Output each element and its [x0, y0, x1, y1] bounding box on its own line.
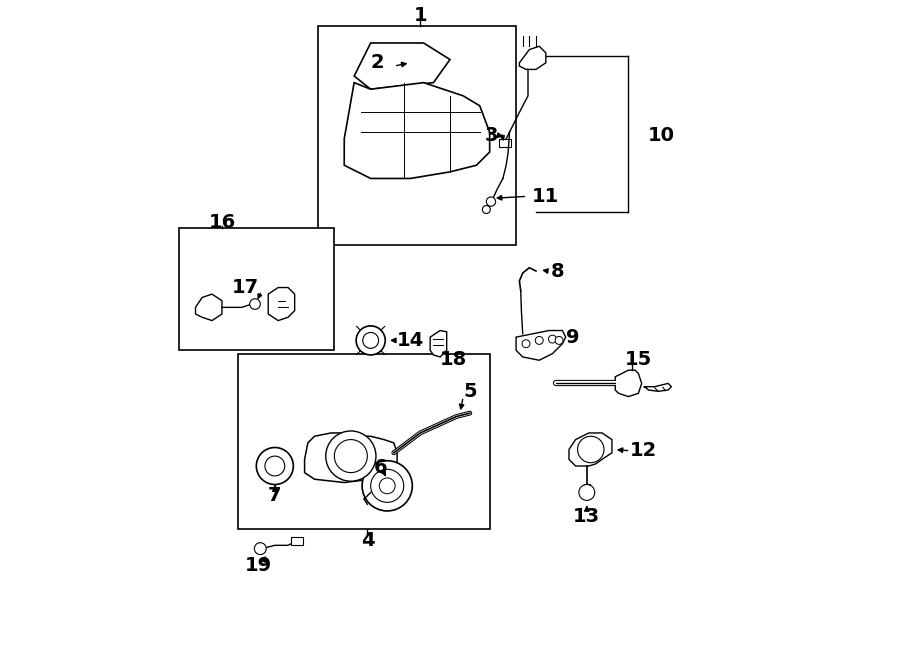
Text: 8: 8	[550, 262, 564, 280]
Text: 13: 13	[573, 508, 600, 526]
Bar	[238, 354, 490, 529]
Text: 16: 16	[208, 213, 236, 231]
Circle shape	[379, 478, 395, 494]
Circle shape	[326, 431, 376, 481]
Polygon shape	[195, 294, 222, 321]
Text: 12: 12	[630, 442, 657, 460]
Polygon shape	[569, 433, 612, 466]
Bar	[292, 537, 303, 545]
Circle shape	[256, 447, 293, 485]
Text: 7: 7	[268, 486, 282, 505]
Polygon shape	[430, 330, 446, 357]
Circle shape	[578, 436, 604, 463]
Circle shape	[522, 340, 530, 348]
Circle shape	[371, 469, 404, 502]
Polygon shape	[616, 370, 642, 397]
Circle shape	[579, 485, 595, 500]
Text: 9: 9	[565, 328, 579, 346]
Polygon shape	[344, 83, 490, 178]
Circle shape	[555, 336, 563, 344]
Polygon shape	[268, 288, 294, 321]
Circle shape	[486, 197, 496, 206]
Text: 19: 19	[245, 556, 272, 574]
Polygon shape	[644, 383, 671, 391]
Circle shape	[363, 332, 379, 348]
Text: 14: 14	[397, 331, 424, 350]
Bar	[318, 26, 516, 245]
Circle shape	[362, 461, 412, 511]
Polygon shape	[304, 433, 397, 483]
Text: 3: 3	[484, 126, 498, 145]
Circle shape	[482, 206, 491, 214]
Text: 1: 1	[413, 6, 428, 24]
Bar	[179, 228, 334, 350]
Polygon shape	[516, 330, 566, 360]
Polygon shape	[355, 43, 450, 89]
Text: 18: 18	[440, 350, 467, 369]
Text: 17: 17	[231, 278, 258, 297]
Circle shape	[255, 543, 266, 555]
Text: 5: 5	[463, 383, 477, 401]
Text: 2: 2	[371, 54, 384, 72]
Circle shape	[536, 336, 544, 344]
Circle shape	[356, 326, 385, 355]
Text: 11: 11	[532, 187, 560, 206]
Circle shape	[249, 299, 260, 309]
Text: 15: 15	[625, 350, 652, 369]
Circle shape	[548, 335, 556, 343]
Text: 4: 4	[361, 531, 374, 549]
Text: 6: 6	[374, 459, 387, 477]
Circle shape	[265, 456, 284, 476]
Text: 10: 10	[648, 126, 675, 145]
Bar	[499, 139, 511, 147]
Circle shape	[334, 440, 367, 473]
Polygon shape	[519, 46, 545, 69]
